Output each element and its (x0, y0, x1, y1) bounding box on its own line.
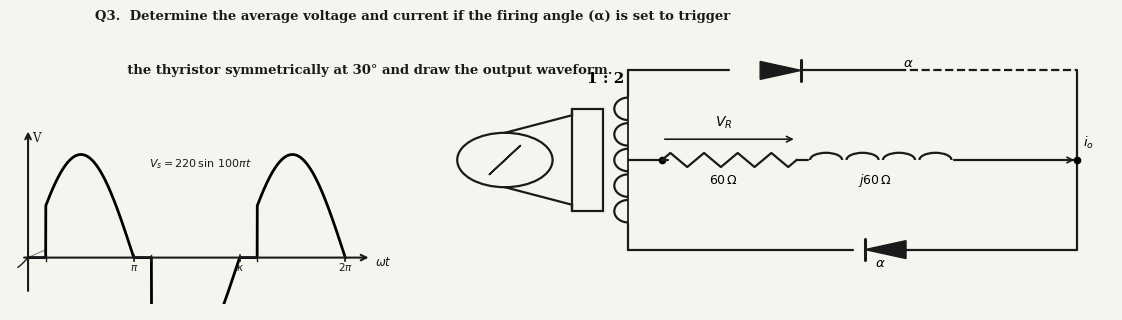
Text: V: V (33, 132, 40, 145)
Polygon shape (761, 61, 801, 79)
Text: $\omega t$: $\omega t$ (375, 256, 392, 269)
Text: $60\,\Omega$: $60\,\Omega$ (709, 174, 738, 187)
Text: $j60\,\Omega$: $j60\,\Omega$ (858, 172, 892, 189)
Text: 1 : 2: 1 : 2 (587, 72, 625, 86)
Text: $V_R$: $V_R$ (715, 114, 733, 131)
Bar (572, 109, 604, 211)
Text: $\alpha$: $\alpha$ (875, 257, 885, 270)
Text: the thyristor symmetrically at 30° and draw the output waveform.: the thyristor symmetrically at 30° and d… (95, 64, 613, 77)
Text: $V_s = 220\,\sin\,100\pi t$: $V_s = 220\,\sin\,100\pi t$ (149, 157, 252, 171)
Text: $2\pi$: $2\pi$ (338, 261, 352, 273)
Text: $\alpha$: $\alpha$ (903, 57, 913, 70)
Text: Q3.  Determine the average voltage and current if the firing angle (α) is set to: Q3. Determine the average voltage and cu… (95, 10, 730, 23)
Text: $\pi$: $\pi$ (130, 263, 138, 273)
Text: $\kappa$: $\kappa$ (236, 263, 243, 273)
Polygon shape (865, 241, 907, 259)
Text: $i_o$: $i_o$ (1083, 135, 1094, 151)
